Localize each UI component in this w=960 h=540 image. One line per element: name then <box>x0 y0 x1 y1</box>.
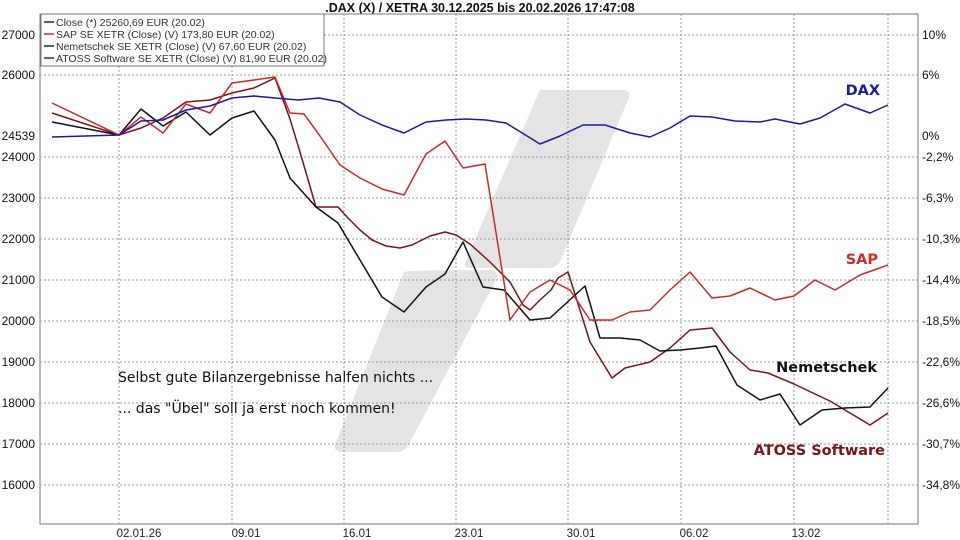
svg-text:-22,6%: -22,6% <box>922 355 960 369</box>
svg-text:20000: 20000 <box>2 314 36 328</box>
label-atoss: ATOSS Software <box>754 443 886 459</box>
watermark-logo-icon <box>334 90 630 452</box>
svg-text:-10,3%: -10,3% <box>922 232 960 246</box>
svg-text:17000: 17000 <box>2 437 36 451</box>
svg-text:13.02: 13.02 <box>792 528 821 540</box>
legend: Close (*) 25260,69 EUR (20.02) SAP SE XE… <box>40 13 327 67</box>
svg-text:09.01: 09.01 <box>232 528 261 540</box>
svg-text:0%: 0% <box>922 129 940 143</box>
label-sap: SAP <box>846 252 879 268</box>
annotation-line-2: ... das "Übel" soll ja erst noch kommen! <box>118 399 396 417</box>
svg-text:23.01: 23.01 <box>455 528 484 540</box>
legend-item-sap: SAP SE XETR (Close) (V) 173,80 EUR (20.0… <box>56 29 275 41</box>
svg-text:30.01: 30.01 <box>567 528 596 540</box>
legend-item-dax: Close (*) 25260,69 EUR (20.02) <box>56 17 205 29</box>
svg-text:18000: 18000 <box>2 396 36 410</box>
series-sap-line <box>51 76 889 321</box>
label-dax: DAX <box>846 83 880 99</box>
y-axis-left: 27000 26000 24539 24000 23000 22000 2100… <box>2 28 36 492</box>
label-nemetschek: Nemetschek <box>776 360 877 376</box>
svg-text:10%: 10% <box>922 28 946 42</box>
series-nemetschek-line <box>51 108 889 426</box>
svg-text:-2,2%: -2,2% <box>922 150 954 164</box>
svg-text:-26,6%: -26,6% <box>922 396 960 410</box>
svg-text:22000: 22000 <box>2 232 36 246</box>
series-atoss-line <box>51 77 889 426</box>
plot-area <box>39 13 919 525</box>
svg-text:21000: 21000 <box>2 273 36 287</box>
svg-text:16.01: 16.01 <box>343 528 372 540</box>
series-dax-line <box>51 95 889 145</box>
svg-text:-6,3%: -6,3% <box>922 191 954 205</box>
legend-item-nemetschek: Nemetschek SE XETR (Close) (V) 67,60 EUR… <box>56 41 306 53</box>
svg-text:24539: 24539 <box>2 129 36 143</box>
svg-text:26000: 26000 <box>2 68 36 82</box>
svg-text:-30,7%: -30,7% <box>922 437 960 451</box>
y-axis-right: 10% 6% 0% -2,2% -6,3% -10,3% -14,4% -18,… <box>922 28 960 492</box>
svg-text:23000: 23000 <box>2 191 36 205</box>
svg-text:-18,5%: -18,5% <box>922 314 960 328</box>
svg-text:27000: 27000 <box>2 28 36 42</box>
legend-item-atoss: ATOSS Software SE XETR (Close) (V) 81,90… <box>56 53 327 65</box>
svg-text:19000: 19000 <box>2 355 36 369</box>
annotation-line-1: Selbst gute Bilanzergebnisse halfen nich… <box>118 370 433 386</box>
svg-text:6%: 6% <box>922 68 940 82</box>
x-gridlines <box>118 14 889 524</box>
x-axis: 02.01.26 09.01 16.01 23.01 30.01 06.02 1… <box>117 528 821 540</box>
chart-title: .DAX (X) / XETRA 30.12.2025 bis 20.02.20… <box>325 1 634 15</box>
svg-text:24000: 24000 <box>2 150 36 164</box>
svg-text:16000: 16000 <box>2 478 36 492</box>
svg-text:-14,4%: -14,4% <box>922 273 960 287</box>
svg-text:02.01.26: 02.01.26 <box>117 528 162 540</box>
svg-text:06.02: 06.02 <box>680 528 709 540</box>
svg-text:-34,8%: -34,8% <box>922 478 960 492</box>
